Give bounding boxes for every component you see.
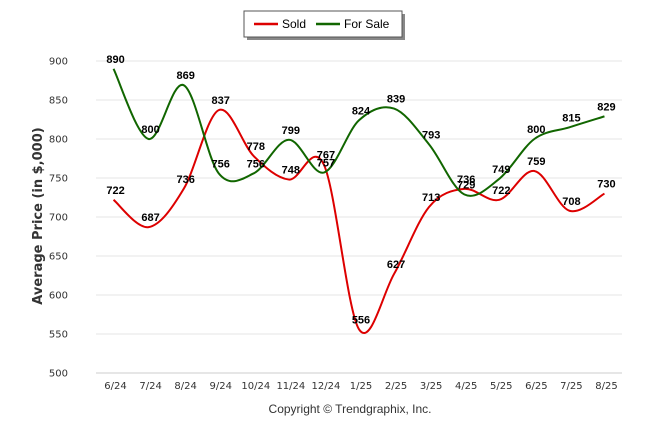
legend: Sold For Sale	[243, 10, 405, 40]
data-label: 778	[247, 141, 265, 153]
x-tick-label: 6/25	[525, 381, 547, 392]
data-label: 708	[562, 196, 580, 208]
data-label: 824	[352, 105, 371, 117]
data-label: 756	[212, 158, 230, 170]
gridlines	[96, 60, 622, 374]
y-tick-label: 650	[49, 252, 68, 263]
data-label: 556	[352, 314, 370, 326]
data-label: 729	[457, 179, 475, 191]
data-label: 722	[106, 185, 124, 197]
data-label: 627	[387, 259, 405, 271]
data-label: 736	[176, 174, 194, 186]
x-axis-ticks: 6/24 7/24 8/24 9/24 10/24 11/24 12/24 1/25 2/25 3…	[104, 381, 617, 392]
data-label: 890	[106, 54, 124, 66]
data-label: 757	[317, 158, 335, 170]
x-tick-label: 8/25	[595, 381, 617, 392]
data-label: 756	[247, 158, 265, 170]
series-line-for-sale	[112, 68, 605, 197]
y-tick-label: 600	[49, 291, 68, 302]
y-tick-label: 900	[49, 57, 68, 68]
x-tick-label: 10/24	[241, 381, 270, 392]
data-label: 722	[492, 185, 510, 197]
data-label: 748	[282, 165, 300, 177]
data-label: 799	[282, 125, 300, 137]
data-label: 793	[422, 129, 440, 141]
y-tick-label: 500	[49, 369, 68, 380]
data-label: 869	[176, 70, 194, 82]
x-tick-label: 12/24	[312, 381, 341, 392]
y-tick-label: 850	[49, 96, 68, 107]
legend-label-sold: Sold	[282, 17, 306, 31]
data-label: 837	[212, 95, 230, 107]
data-label: 713	[422, 192, 440, 204]
x-tick-label: 3/25	[420, 381, 442, 392]
legend-label-for-sale: For Sale	[344, 17, 390, 31]
y-tick-label: 750	[49, 174, 68, 185]
y-axis-ticks: 500 550 600 650 700 750 800 850 900	[49, 57, 68, 380]
x-tick-label: 4/25	[455, 381, 477, 392]
y-tick-label: 700	[49, 213, 68, 224]
y-tick-label: 550	[49, 330, 68, 341]
series-line-sold	[112, 108, 605, 334]
data-label: 736	[457, 174, 475, 186]
data-label: 687	[141, 212, 159, 224]
x-tick-label: 8/24	[174, 381, 196, 392]
data-label: 730	[597, 179, 615, 191]
series-lines	[112, 68, 605, 334]
data-label: 800	[527, 124, 545, 136]
x-tick-label: 1/25	[350, 381, 372, 392]
data-label: 759	[527, 156, 545, 168]
copyright: Copyright © Trendgraphix, Inc.	[269, 402, 432, 416]
x-tick-label: 7/24	[139, 381, 161, 392]
data-label: 767	[317, 150, 335, 162]
x-tick-label: 9/24	[209, 381, 231, 392]
data-label: 839	[387, 94, 405, 106]
x-tick-label: 6/24	[104, 381, 126, 392]
x-tick-label: 7/25	[560, 381, 582, 392]
data-label: 815	[562, 112, 580, 124]
x-tick-label: 5/25	[490, 381, 512, 392]
data-label: 800	[141, 124, 159, 136]
data-labels: 722 687 736 837 778 748 767 556 627 713 736 722 759 7…	[106, 54, 615, 327]
y-axis-label: Average Price (in $,000)	[31, 127, 46, 304]
y-tick-label: 800	[49, 135, 68, 146]
data-label: 749	[492, 164, 510, 176]
x-tick-label: 11/24	[276, 381, 305, 392]
x-tick-label: 2/25	[385, 381, 407, 392]
data-label: 829	[597, 101, 615, 113]
